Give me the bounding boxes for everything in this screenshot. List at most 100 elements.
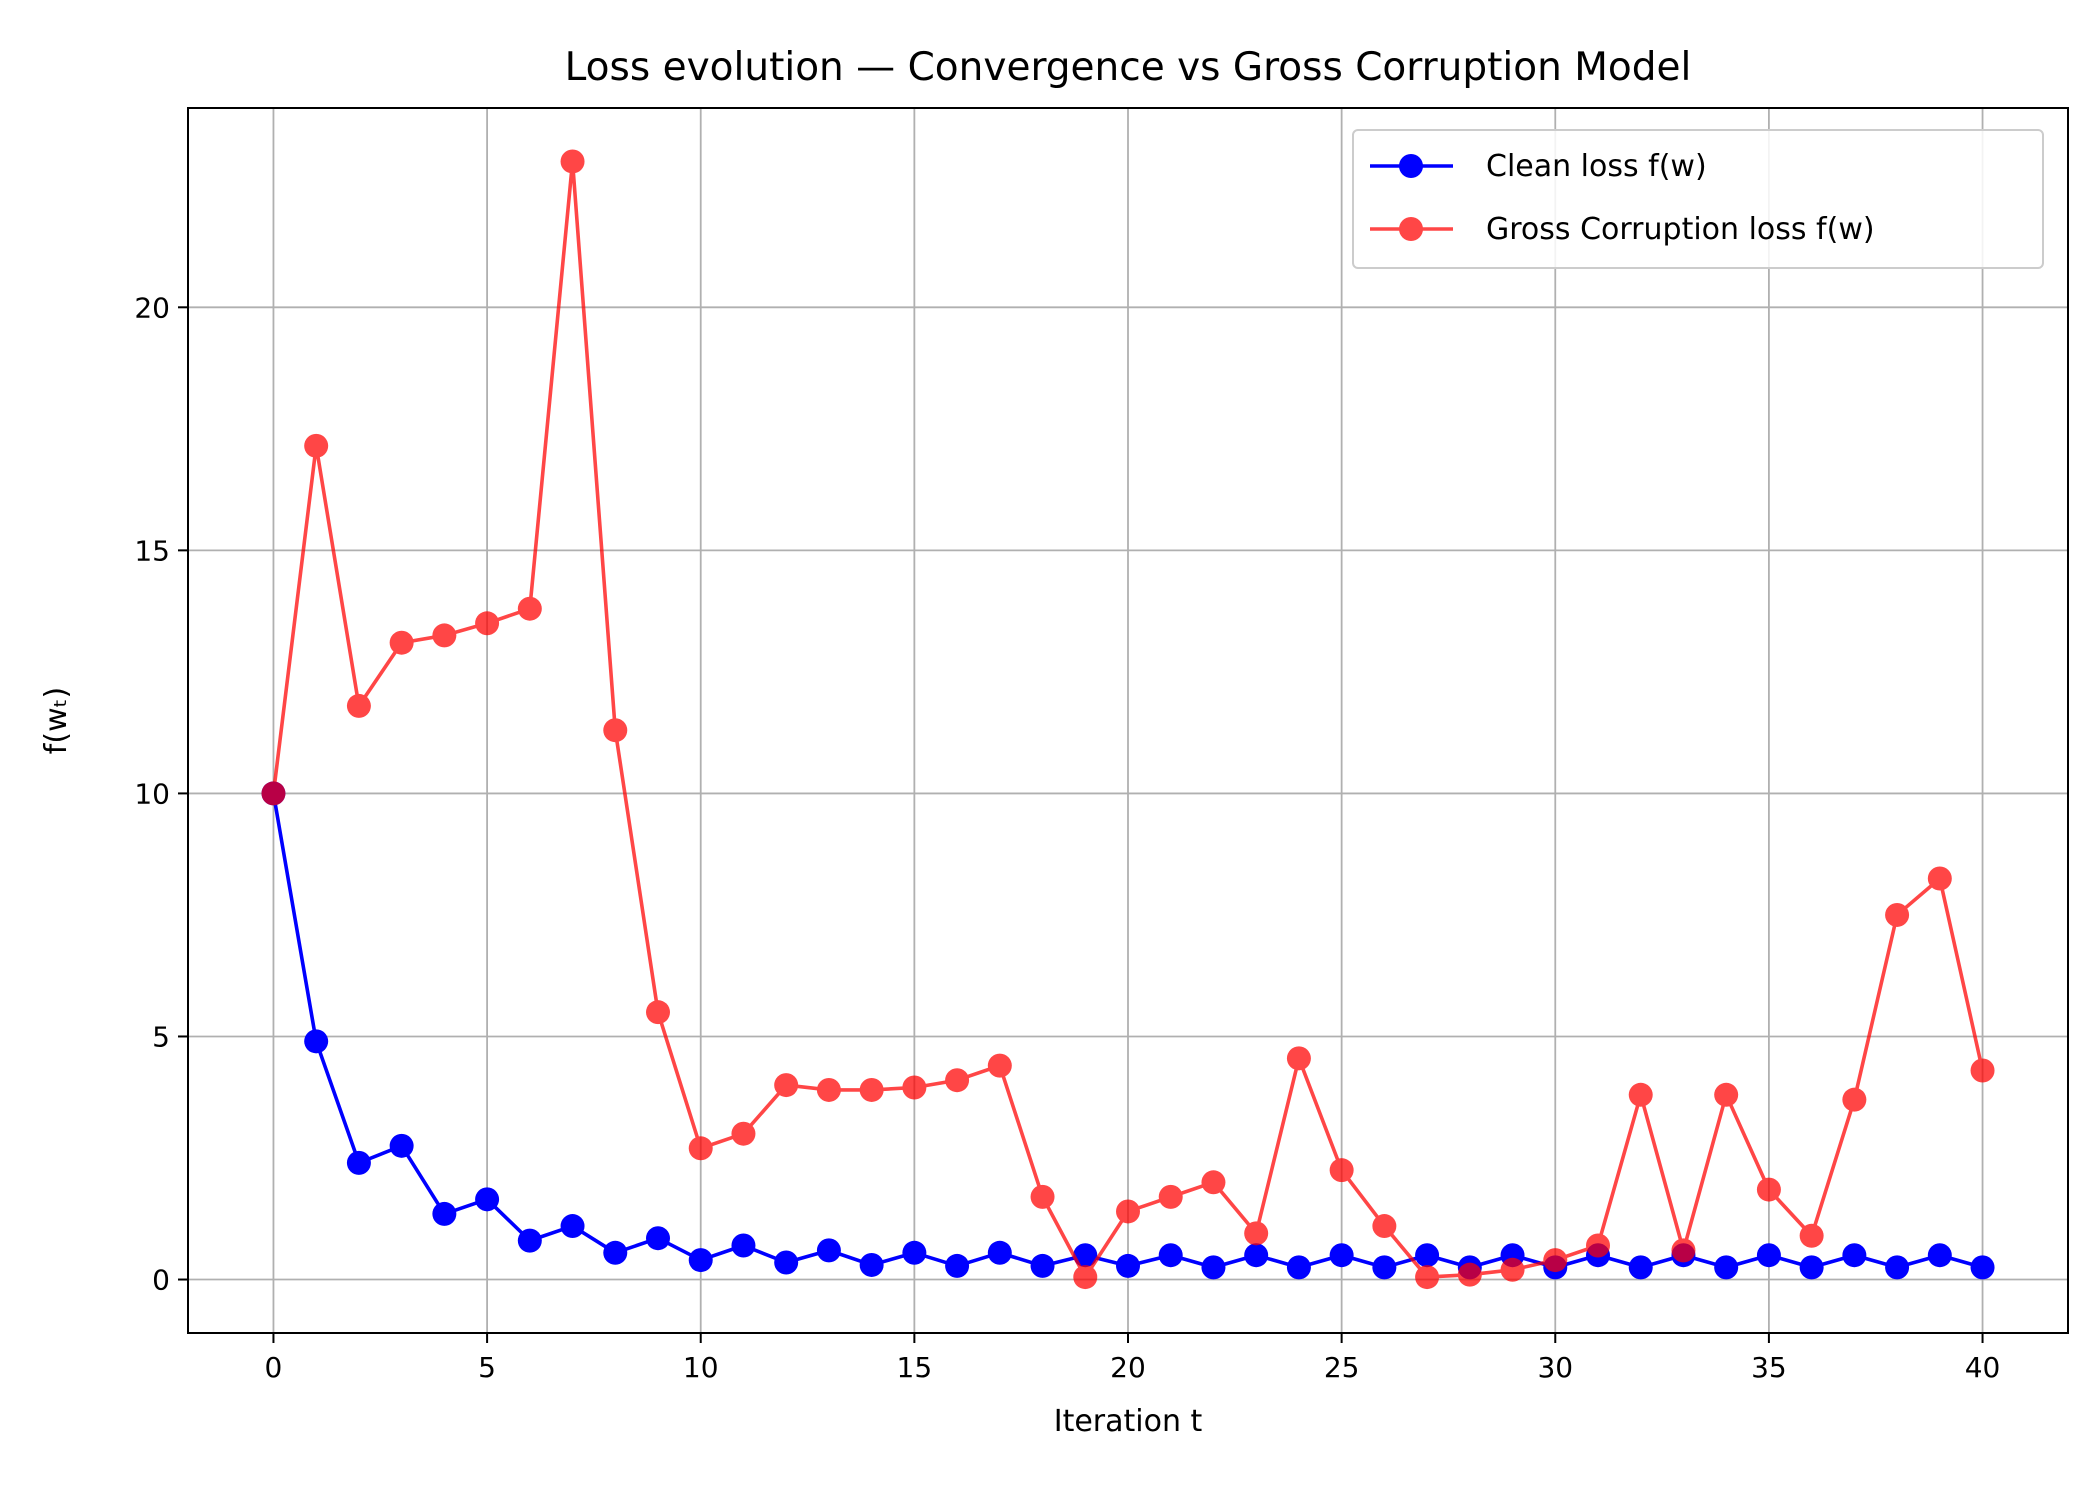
data-point (1158, 1243, 1183, 1268)
x-tick-label: 40 (1965, 1351, 2001, 1384)
x-tick-label: 0 (265, 1351, 283, 1384)
legend-label: Clean loss f(w) (1486, 149, 1707, 184)
series-clean-loss (261, 781, 1995, 1280)
data-point (432, 1201, 457, 1226)
data-point (304, 433, 329, 458)
data-point (1329, 1158, 1354, 1183)
chart-title: Loss evolution — Convergence vs Gross Co… (565, 45, 1692, 90)
x-tick-label: 5 (478, 1351, 496, 1384)
data-point (1116, 1199, 1140, 1224)
data-point (945, 1068, 970, 1093)
data-point (475, 1187, 500, 1212)
data-point (1372, 1255, 1397, 1280)
x-tick-label: 10 (683, 1351, 719, 1384)
data-point (902, 1075, 927, 1100)
legend-label: Gross Corruption loss f(w) (1486, 212, 1875, 247)
data-point (346, 693, 371, 718)
data-point (1885, 1255, 1910, 1280)
data-point (646, 1226, 670, 1251)
legend-marker (1399, 217, 1423, 241)
data-point (987, 1240, 1012, 1265)
data-point (859, 1077, 884, 1102)
data-point (1671, 1238, 1696, 1263)
data-point (1842, 1243, 1867, 1268)
data-point (1415, 1265, 1440, 1290)
data-point (945, 1253, 970, 1278)
data-point (1628, 1255, 1653, 1280)
y-tick-label: 10 (134, 777, 170, 810)
x-axis-label: Iteration t (1054, 1404, 1203, 1439)
data-point (774, 1250, 799, 1275)
data-point (432, 623, 457, 648)
data-point (1286, 1046, 1311, 1071)
data-point (902, 1240, 927, 1265)
x-tick-label: 15 (897, 1351, 933, 1384)
data-point (304, 1029, 329, 1054)
data-point (1927, 1243, 1952, 1268)
data-point (475, 611, 500, 636)
data-point (1714, 1082, 1739, 1107)
y-tick-label: 5 (152, 1020, 170, 1053)
legend-box (1352, 129, 2044, 269)
data-point (1799, 1223, 1824, 1248)
data-point (987, 1053, 1012, 1078)
data-point (688, 1248, 713, 1273)
data-point (816, 1238, 841, 1263)
data-point (346, 1150, 371, 1175)
grid (188, 108, 2068, 1333)
x-tick-label: 30 (1537, 1351, 1573, 1384)
data-point (1329, 1243, 1354, 1268)
data-point (389, 1133, 414, 1158)
data-point (517, 596, 542, 621)
data-point (517, 1228, 542, 1253)
data-point (261, 781, 286, 806)
y-tick-label: 20 (134, 291, 170, 324)
x-tick-label: 20 (1110, 1351, 1146, 1384)
x-tick-label: 35 (1751, 1351, 1787, 1384)
data-point (1158, 1184, 1183, 1209)
legend: Clean loss f(w) Gross Corruption loss f(w… (1352, 129, 2044, 269)
data-point (1799, 1255, 1824, 1280)
x-tick-label: 25 (1324, 1351, 1360, 1384)
data-point (1372, 1214, 1397, 1239)
data-point (1030, 1184, 1055, 1209)
data-point (1756, 1243, 1781, 1268)
axis-ticks: 0 5 10 15 20 25 30 35 40 0 5 10 15 20 (134, 291, 2000, 1384)
data-point (1415, 1243, 1440, 1268)
data-point (688, 1136, 713, 1161)
data-point (1543, 1248, 1568, 1273)
data-point (1073, 1243, 1098, 1268)
data-point (816, 1077, 841, 1102)
y-tick-label: 15 (134, 534, 170, 567)
data-point (1201, 1255, 1226, 1280)
data-point (1970, 1058, 1995, 1083)
data-point (1244, 1243, 1269, 1268)
legend-item (1370, 217, 1453, 241)
y-tick-label: 0 (152, 1264, 170, 1297)
data-point (1244, 1221, 1269, 1246)
series-layer (261, 149, 1995, 1290)
data-point (389, 630, 414, 655)
data-point (560, 1214, 585, 1239)
data-point (603, 718, 628, 743)
data-point (1073, 1265, 1098, 1290)
data-point (1714, 1255, 1739, 1280)
data-point (1286, 1255, 1311, 1280)
legend-item (1370, 154, 1453, 178)
data-point (1756, 1177, 1781, 1202)
data-point (859, 1252, 884, 1277)
data-point (1970, 1255, 1995, 1280)
y-axis-label: f(wₜ) (39, 687, 74, 754)
data-point (1116, 1253, 1140, 1278)
data-point (1628, 1082, 1653, 1107)
data-point (731, 1233, 756, 1258)
data-point (1586, 1233, 1610, 1258)
data-point (1030, 1253, 1055, 1278)
data-point (1927, 866, 1952, 891)
data-point (1500, 1257, 1525, 1282)
data-point (646, 1000, 670, 1025)
data-point (603, 1240, 628, 1265)
data-point (774, 1073, 799, 1098)
series-gross-corruption-loss (261, 149, 1995, 1290)
